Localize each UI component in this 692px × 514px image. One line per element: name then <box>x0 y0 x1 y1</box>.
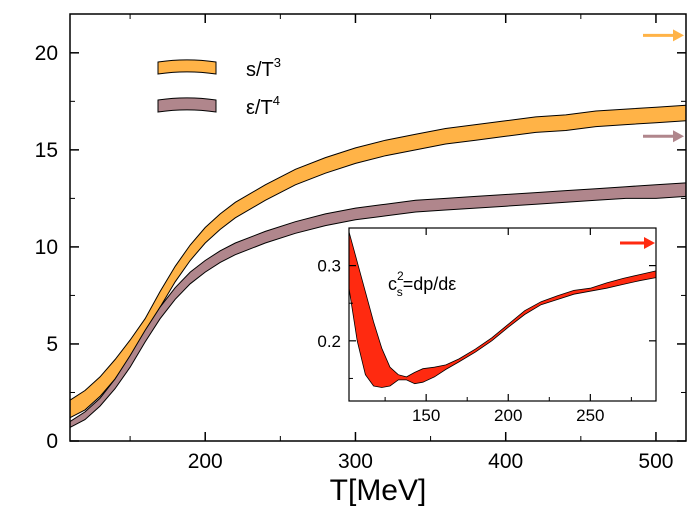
sound-speed-limit-arrow-head <box>644 237 655 250</box>
legend-label-exponent-energy: 4 <box>273 93 280 108</box>
sound-speed-band-upper-edge <box>348 231 657 378</box>
entropy-limit-arrow-head <box>673 29 684 42</box>
inset-annotation-rest: =dp/dε <box>403 274 457 294</box>
legend-swatch-entropy <box>157 59 217 75</box>
x-tick-label-500: 500 <box>638 450 673 473</box>
y-tick-label-15: 15 <box>35 139 58 162</box>
legend-label-entropy: s/T3 <box>246 55 281 81</box>
inset-plot: 150 200 250 0.2 0.3 c2 s=dp/dε <box>317 227 657 425</box>
inset-annotation-subscript: s <box>397 285 403 299</box>
legend: s/T3 ε/T4 <box>157 55 281 119</box>
sound-speed-band-lower-edge <box>348 277 657 388</box>
y-tick-label-20: 20 <box>35 42 58 65</box>
x-tick-label-400: 400 <box>488 450 523 473</box>
inset-annotation-superscript: 2 <box>397 269 404 283</box>
energy-band-lower-edge <box>69 195 687 428</box>
inset-frame <box>348 227 657 402</box>
entropy-band-upper-edge <box>69 104 687 401</box>
y-tick-label-5: 5 <box>46 333 58 356</box>
inset-x-tick-label-200: 200 <box>494 406 522 425</box>
sound-speed-band <box>349 231 656 388</box>
y-tick-label-0: 0 <box>46 430 58 453</box>
legend-label-energy: ε/T4 <box>246 93 280 119</box>
inset-y-tick-label-0.2: 0.2 <box>317 332 341 351</box>
inset-annotation-base: c <box>388 274 397 294</box>
x-tick-label-300: 300 <box>338 450 373 473</box>
inset-annotation: c2 s=dp/dε <box>388 269 456 299</box>
inset-x-tick-label-250: 250 <box>576 406 604 425</box>
energy-limit-arrow-head <box>673 130 684 143</box>
inset-x-tick-label-150: 150 <box>412 406 440 425</box>
x-tick-label-200: 200 <box>188 450 223 473</box>
x-axis-title: T[MeV] <box>330 474 427 507</box>
energy-band-upper-edge <box>69 182 687 423</box>
inset-y-tick-label-0.3: 0.3 <box>317 257 341 276</box>
main-frame <box>69 13 687 442</box>
legend-swatch-energy <box>157 97 217 113</box>
legend-label-exponent-entropy: 3 <box>274 55 281 70</box>
inset-background <box>349 228 656 401</box>
y-tick-label-10: 10 <box>35 236 58 259</box>
